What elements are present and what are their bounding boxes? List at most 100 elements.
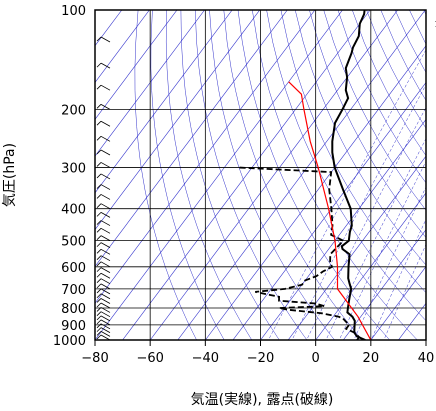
mixing-ratio-line — [291, 84, 426, 340]
mixing-ratio-line — [338, 160, 426, 340]
isotherm-line — [122, 10, 371, 340]
wind-barb — [96, 334, 111, 341]
isotherm-line — [95, 10, 288, 267]
series-layer — [238, 10, 372, 340]
wind-barb — [96, 62, 111, 69]
dry-adiabat-line — [150, 10, 225, 340]
isotherm-line — [95, 10, 178, 120]
mixing-ratio-labels: 15101520g — [435, 20, 436, 29]
x-tick-label: −40 — [192, 351, 219, 366]
wind-barb — [96, 203, 111, 210]
isotherm-line — [95, 10, 260, 231]
dry-adiabat-line — [352, 10, 426, 156]
wind-barb — [96, 36, 111, 43]
dry-adiabat-line — [252, 10, 418, 340]
wind-barb — [96, 84, 111, 91]
wind-barb — [96, 307, 111, 313]
y-tick-label: 200 — [61, 103, 86, 118]
isotherm-line — [370, 265, 426, 340]
wind-barb — [96, 248, 111, 255]
wind-barb — [96, 103, 111, 110]
dry-adiabat-line — [280, 10, 426, 294]
wind-barb — [96, 173, 111, 180]
isotherm-line — [95, 10, 343, 340]
wind-barb — [96, 267, 111, 273]
wind-barb — [96, 235, 111, 242]
wind-barb — [96, 120, 111, 127]
y-tick-label: 600 — [61, 261, 86, 276]
wind-barb — [96, 302, 111, 309]
y-tick-label: 800 — [61, 302, 86, 317]
y-tick-label: 900 — [61, 319, 86, 334]
wind-barb — [96, 311, 111, 318]
dry-adiabat-line — [294, 10, 426, 266]
dry-adiabat-line — [237, 10, 391, 340]
parcel-curve — [288, 81, 372, 340]
x-tick-label: 20 — [363, 351, 380, 366]
wind-barb — [96, 135, 111, 142]
wind-barb — [96, 288, 111, 295]
wind-barb — [96, 298, 111, 304]
dry-adiabat-line — [309, 10, 426, 239]
mixing-ratio-label: 1 — [435, 20, 436, 29]
isotherm-line — [95, 10, 205, 157]
wind-barb — [96, 293, 111, 300]
x-tick-label: 0 — [312, 351, 320, 366]
mixing-ratio-line — [383, 243, 426, 340]
y-tick-label: 500 — [61, 235, 86, 250]
wind-barb — [96, 272, 111, 279]
y-axis-title: 気圧(hPa) — [2, 143, 18, 207]
x-tick-label: −20 — [247, 351, 274, 366]
wind-barb — [96, 162, 111, 168]
wind-barb — [96, 242, 111, 249]
dry-adiabat-line — [266, 10, 426, 322]
wind-barb — [96, 327, 111, 333]
mixing-ratio-line — [370, 218, 426, 340]
temperature-line — [331, 10, 366, 340]
x-axis-title: 気温(実線), 露点(破線) — [191, 392, 334, 408]
mixing-ratio-line — [268, 49, 426, 340]
dry-adiabat-line — [323, 10, 426, 211]
wind-barb — [96, 278, 111, 285]
isotherm-line — [95, 10, 233, 194]
isotherm-line — [205, 45, 426, 340]
y-tick-label: 1000 — [53, 334, 86, 349]
dewpoint-line — [238, 166, 361, 340]
y-tick-label: 300 — [61, 161, 86, 176]
wind-barb — [96, 261, 111, 268]
wind-barb — [96, 220, 111, 226]
isotherm-line — [315, 192, 426, 340]
wind-barb — [96, 184, 111, 190]
dry-adiabat-line — [134, 10, 197, 340]
wind-barb — [96, 227, 111, 234]
dry-adiabat-line — [194, 10, 308, 340]
wind-barb — [96, 319, 111, 326]
isotherm-line — [95, 10, 316, 304]
x-tick-label: −80 — [81, 351, 108, 366]
dry-adiabat-line — [180, 10, 280, 340]
isotherm-line — [287, 155, 426, 340]
wind-barb — [96, 149, 111, 156]
background-lines — [95, 10, 426, 340]
plot-frame — [94, 9, 427, 341]
isotherm-line — [95, 10, 150, 84]
isotherm-line — [177, 10, 426, 340]
wind-barb — [96, 194, 111, 200]
dry-adiabat-line — [209, 10, 335, 340]
wind-barb — [96, 323, 111, 330]
x-tick-label: −60 — [136, 351, 163, 366]
mixing-ratio-line — [325, 138, 426, 340]
wind-barb — [96, 283, 111, 290]
dry-adiabat-line — [337, 10, 426, 184]
wind-barb — [96, 331, 111, 337]
wind-barbs — [96, 36, 111, 341]
isotherm-line — [149, 10, 398, 340]
y-tick-label: 100 — [61, 4, 86, 19]
wind-barb — [96, 212, 111, 218]
isotherm-line — [343, 229, 426, 340]
wind-barb — [96, 315, 111, 322]
mixing-ratio-line — [306, 106, 426, 340]
x-tick-label: 40 — [418, 351, 435, 366]
